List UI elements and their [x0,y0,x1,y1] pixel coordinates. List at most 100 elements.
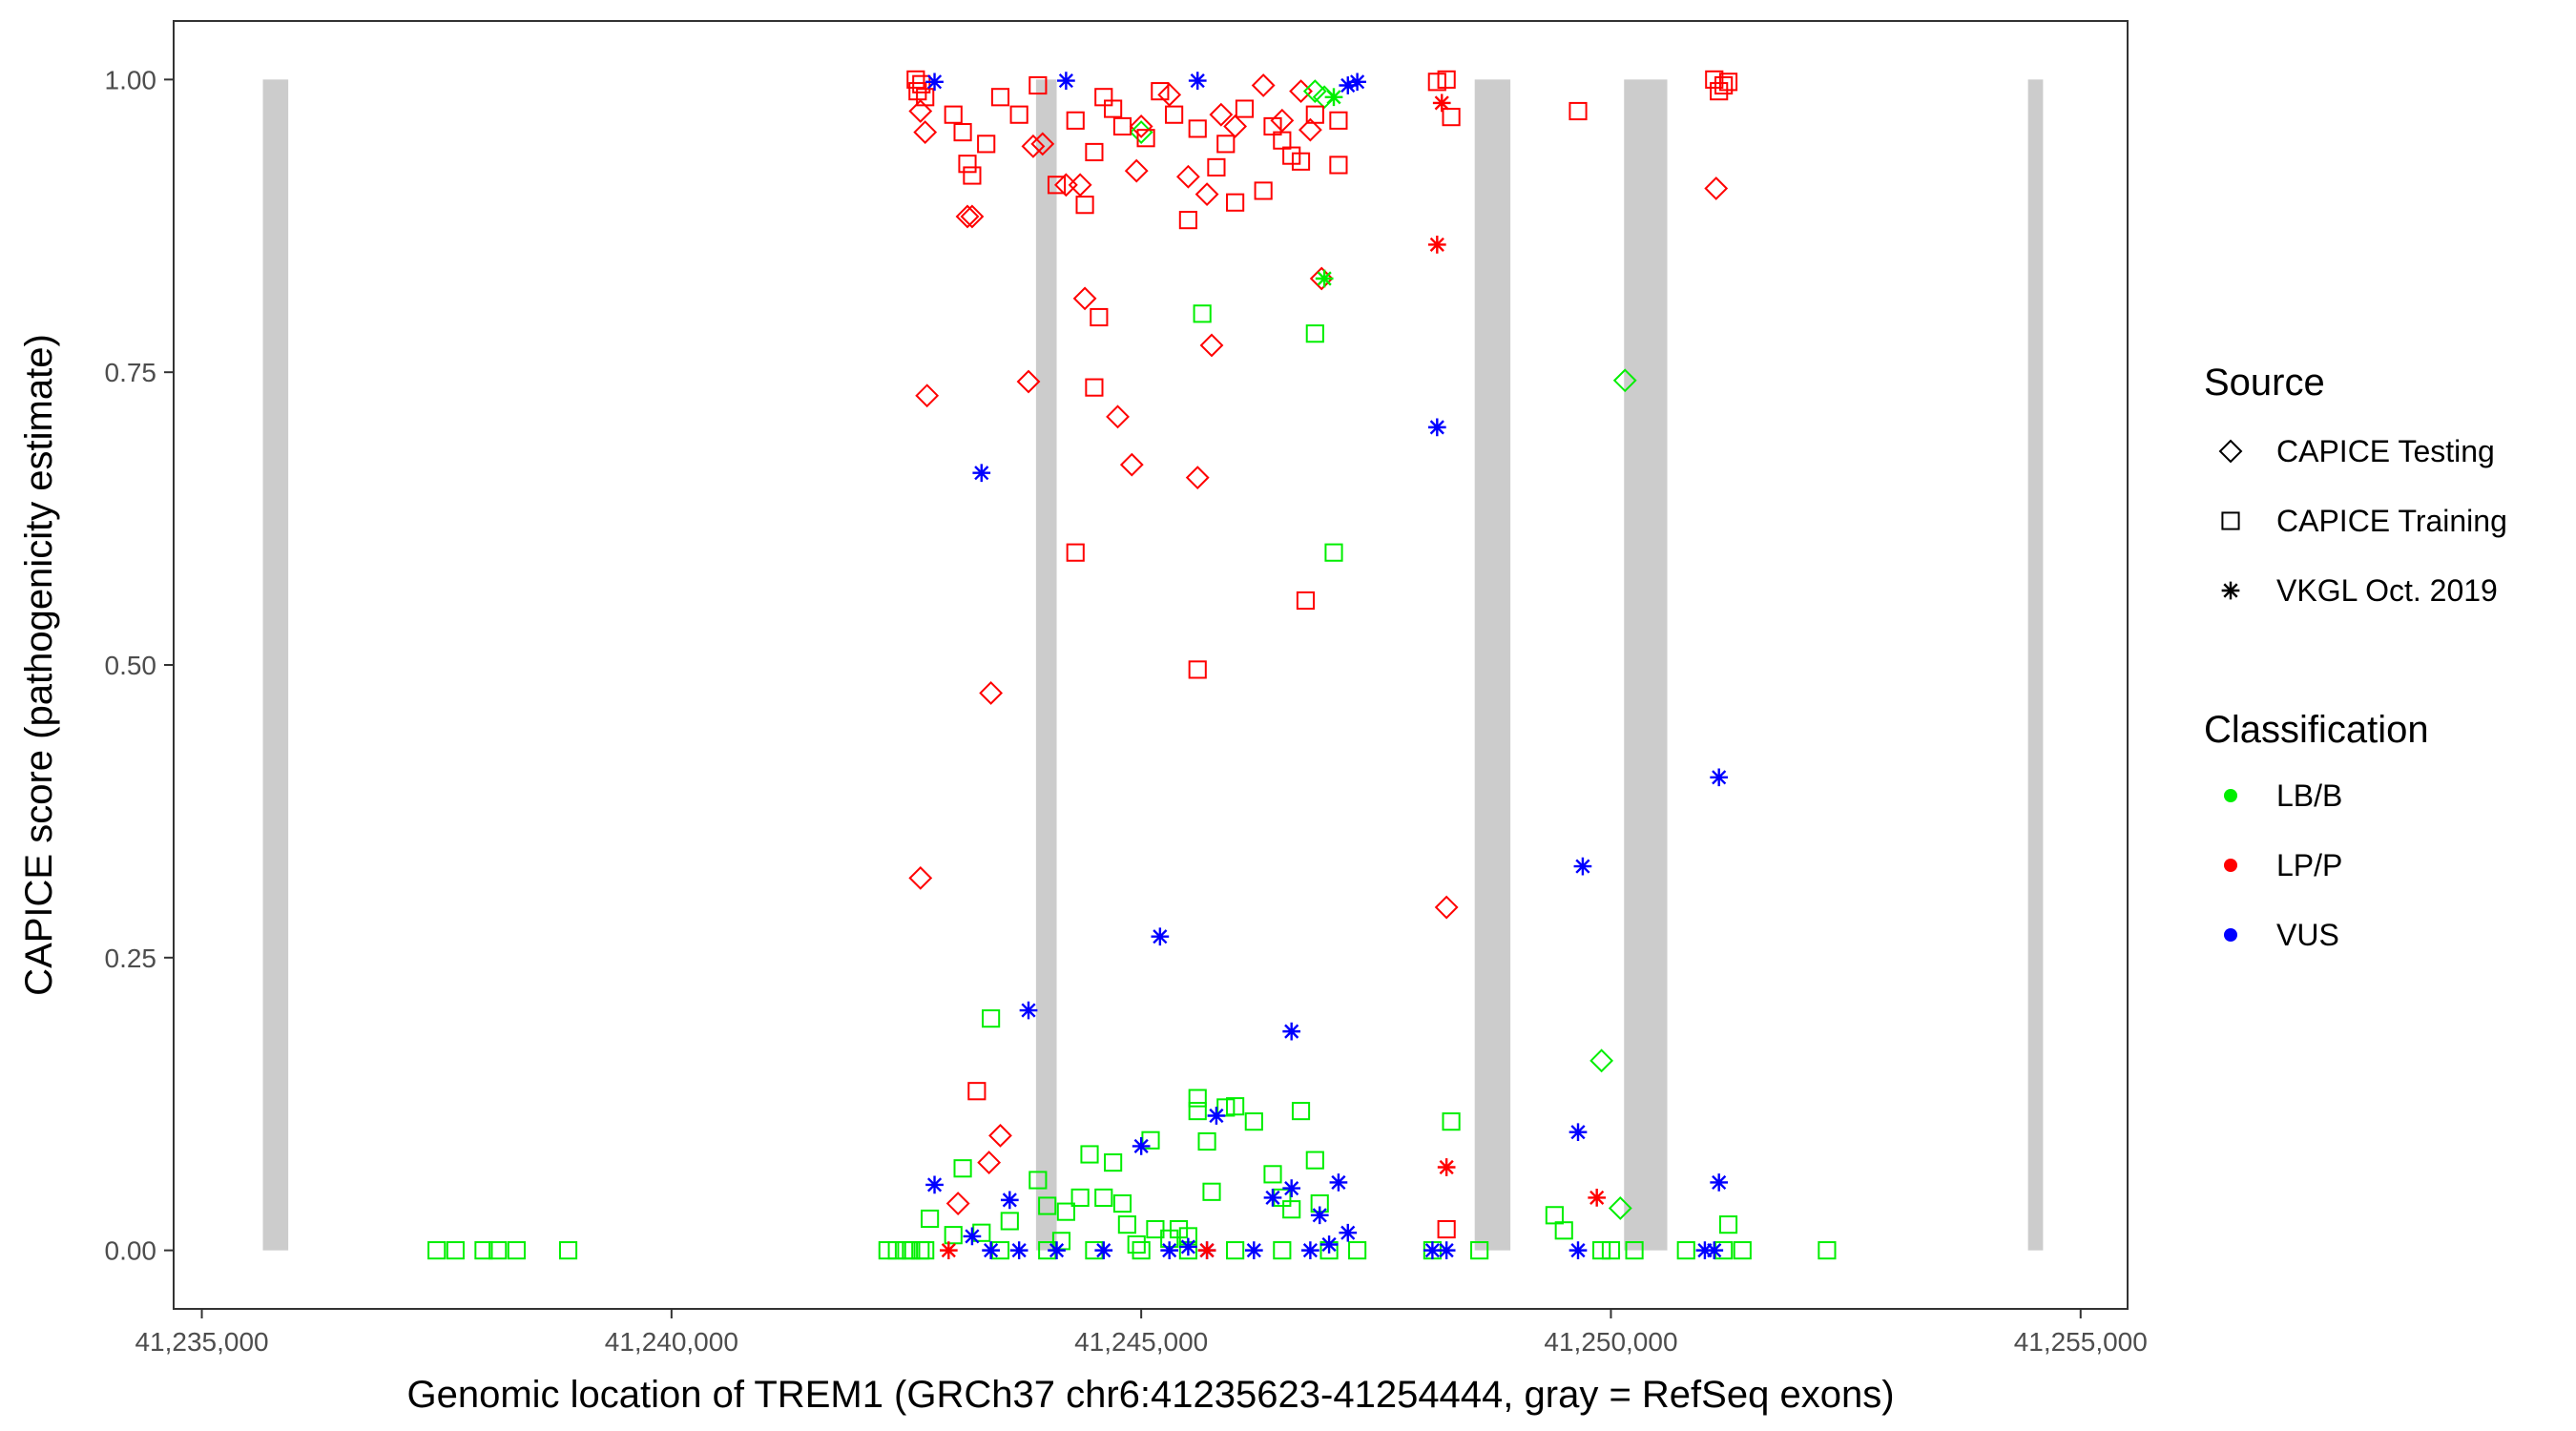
point-square [1207,157,1226,176]
point-square [1273,131,1292,150]
point-asterisk [1301,1241,1319,1259]
point-square [1442,108,1461,127]
point-diamond [1608,1196,1632,1220]
point-diamond [977,1151,1002,1175]
point-diamond [1298,117,1322,142]
x-tick-label: 41,245,000 [1074,1327,1208,1357]
point-square [1305,1151,1324,1170]
point-asterisk [925,73,944,92]
point-square [1146,1219,1165,1239]
point-square [1136,129,1155,148]
point-asterisk [1048,1241,1066,1259]
point-square [1291,152,1311,171]
x-tick-label: 41,255,000 [2014,1327,2148,1357]
point-square [977,135,996,154]
point-square [878,1241,897,1260]
point-square [558,1241,578,1260]
point-square [1094,88,1113,107]
point-square [1202,1182,1221,1201]
point-square [1169,1219,1189,1239]
point-asterisk [1695,1241,1714,1259]
point-asterisk [1339,1223,1358,1242]
point-square [1066,111,1085,130]
point-diamond [1157,82,1182,107]
point-asterisk [1423,1241,1442,1259]
point-asterisk [1568,1123,1588,1142]
point-square [916,88,935,107]
point-asterisk [1019,1001,1038,1020]
legend-source-label: VKGL Oct. 2019 [2276,573,2498,608]
point-square [427,1241,447,1260]
point-asterisk [1568,1241,1588,1259]
point-square [1085,142,1104,162]
point-square [1090,307,1109,327]
x-axis: 41,235,000 41,240,000 41,245,000 41,250,000… [135,1309,2148,1357]
point-square [1263,1165,1282,1184]
point-asterisk [1432,93,1451,113]
point-square [958,155,977,174]
point-square [1141,1130,1160,1150]
point-diamond [1016,369,1041,394]
point-square [953,1159,972,1178]
point-asterisk [1573,857,1592,876]
point-square [507,1241,526,1260]
point-square [1112,1193,1132,1213]
point-diamond [1704,176,1729,200]
point-diamond [945,1192,970,1215]
point-square [1710,82,1729,101]
point-square [1263,116,1282,136]
point-square [912,74,931,93]
point-asterisk [1282,1022,1301,1041]
point-diamond [1072,286,1097,311]
point-square [1291,1102,1311,1121]
point-square [1601,1241,1621,1260]
point-asterisk [1151,927,1170,946]
point-square [1329,156,1348,175]
point-square [1818,1241,1837,1260]
point-diamond [1021,134,1046,158]
legend-class-label: LB/B [2276,778,2342,813]
point-square [1193,304,1212,323]
point-square [1226,1241,1245,1260]
point-asterisk [1207,1107,1226,1125]
x-tick-label: 41,240,000 [605,1327,738,1357]
point-asterisk [1427,236,1446,254]
point-asterisk [963,1227,982,1246]
point-square [1056,1202,1075,1221]
exon-band [1035,79,1057,1251]
point-diamond [1251,73,1276,97]
point-diamond [1175,164,1200,189]
point-square [446,1241,465,1260]
legend-class-key [2224,859,2237,872]
point-asterisk [1197,1241,1216,1259]
point-square [1442,1112,1461,1131]
point-diamond [1223,114,1248,138]
point-square [906,70,925,89]
point-asterisk [1000,1191,1019,1210]
point-square [990,88,1010,107]
point-square [2221,511,2240,530]
point-square [1733,1241,1752,1260]
point-asterisk [982,1241,1000,1259]
point-diamond [1124,158,1149,183]
point-square [1282,146,1301,165]
legend-title-classification: Classification [2204,709,2429,751]
point-square [1051,1232,1071,1251]
legend-source-items: CAPICE Testing CAPICE Training VKGL Oct. 2… [2218,434,2507,608]
point-square [1676,1241,1695,1260]
point-square [1000,1212,1019,1231]
legend-class-key [2224,789,2237,802]
point-diamond [915,384,940,408]
y-axis-title: CAPICE score (pathogenicity estimate) [18,334,60,996]
point-square [1151,82,1170,101]
x-tick-label: 41,250,000 [1544,1327,1677,1357]
point-square [967,1082,987,1101]
point-square [1244,1112,1263,1131]
y-tick-label: 0.25 [105,944,157,973]
point-asterisk [1188,72,1207,90]
point-square [916,1241,935,1260]
point-square [972,1223,991,1242]
point-diamond [1195,182,1219,207]
